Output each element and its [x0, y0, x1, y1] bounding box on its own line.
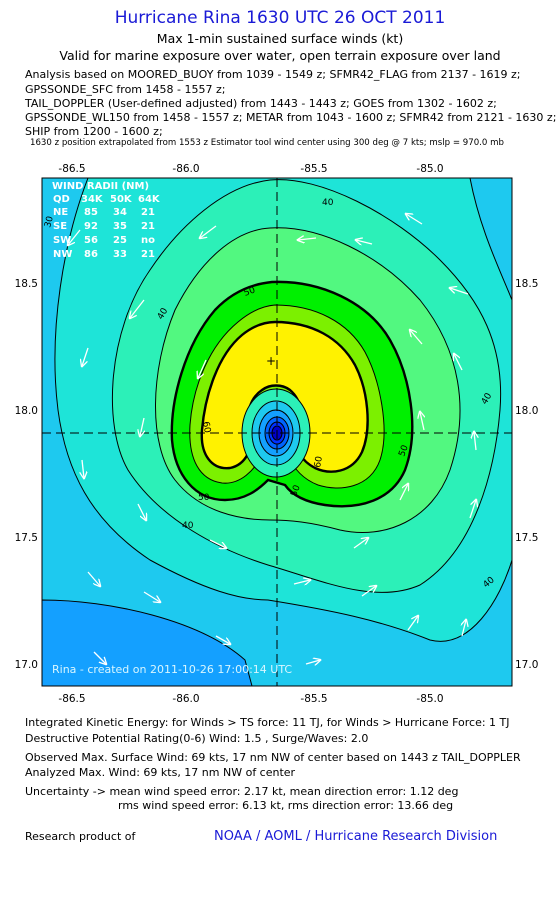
wind-arrow — [293, 580, 310, 584]
wind-arrow — [361, 586, 376, 597]
x-tick-label-top: -85.0 — [416, 163, 443, 175]
wind-arrow — [298, 238, 317, 240]
wind-radii-cell: 56 — [84, 235, 98, 246]
subtitle-winds: Max 1-min sustained surface winds (kt) — [156, 31, 404, 46]
wind-radii-cell: 92 — [84, 221, 98, 232]
wind-radii-cell: 21 — [141, 207, 155, 218]
wind-arrow — [87, 571, 100, 586]
wind-arrow — [474, 432, 476, 451]
wind-arrow — [137, 503, 146, 520]
position-note: 1630 z position extrapolated from 1553 z… — [30, 138, 504, 148]
wind-arrow — [469, 500, 476, 519]
wind-radii-cell: no — [141, 235, 155, 246]
weak-wind-region — [42, 599, 253, 686]
contour-label: 60 — [200, 421, 212, 434]
wind-arrow — [399, 484, 408, 501]
wind-arrow — [353, 538, 368, 549]
wind-radii-cell: 33 — [113, 249, 127, 260]
wind-arrow — [462, 620, 466, 637]
uncertainty-rms-line: rms wind speed error: 6.13 kt, rms direc… — [118, 799, 454, 812]
wind-radii-cell: 21 — [141, 249, 155, 260]
contour-label: 50 — [289, 484, 302, 498]
wind-radii-cell: 86 — [84, 249, 98, 260]
wind-arrow — [198, 359, 207, 378]
subtitle-exposure: Valid for marine exposure over water, op… — [59, 48, 501, 63]
wind-radii-cell: SE — [53, 221, 67, 232]
y-tick-label-left: 17.5 — [15, 532, 38, 544]
wind-arrow — [130, 299, 145, 318]
y-tick-label-left: 18.0 — [15, 405, 38, 417]
x-tick-label-bottom: -85.5 — [300, 693, 327, 705]
analysis-line: TAIL_DOPPLER (User-defined adjusted) fro… — [25, 97, 497, 110]
x-tick-label-bottom: -86.0 — [172, 693, 199, 705]
wind-arrow — [406, 214, 423, 225]
analysis-line: GPSSONDE_WL150 from 1458 - 1557 z; METAR… — [25, 111, 557, 124]
analyzed-max-line: Analyzed Max. Wind: 69 kts, 17 nm NW of … — [25, 766, 296, 779]
contour-label: 40 — [322, 198, 334, 208]
wind-radii-header: WIND RADII (NM) — [52, 181, 149, 192]
contour-label: 30 — [43, 215, 56, 229]
x-tick-label-top: -86.5 — [58, 163, 85, 175]
y-tick-label-right: 18.0 — [515, 405, 538, 417]
observed-max-line: Observed Max. Surface Wind: 69 kts, 17 n… — [25, 751, 521, 764]
wind-radii-col: QD — [53, 194, 70, 205]
ike-line: Integrated Kinetic Energy: for Winds > T… — [25, 716, 510, 729]
wind-arrow — [454, 354, 463, 371]
wind-arrow — [82, 459, 84, 478]
x-tick-label-bottom: -86.5 — [58, 693, 85, 705]
wind-arrow — [450, 288, 469, 295]
analysis-line: GPSSONDE_SFC from 1458 - 1557 z; — [25, 83, 226, 96]
wind-radii-cell: 35 — [113, 221, 127, 232]
wind-radii-col: 64K — [138, 194, 161, 205]
wind-arrow — [68, 229, 81, 245]
wind-radii-cell: 21 — [141, 221, 155, 232]
wind-radii-cell: SW — [53, 235, 71, 246]
analysis-line: SHIP from 1200 - 1600 z; — [25, 125, 163, 138]
y-tick-label-right: 18.5 — [515, 278, 538, 290]
wind-arrow — [140, 417, 144, 436]
y-tick-label-right: 17.0 — [515, 659, 538, 671]
x-tick-label-bottom: -85.0 — [416, 693, 443, 705]
wind-arrow — [200, 225, 217, 238]
y-tick-label-left: 18.5 — [15, 278, 38, 290]
uncertainty-line: Uncertainty -> mean wind speed error: 2.… — [25, 785, 459, 798]
wind-radii-col: 34K — [81, 194, 104, 205]
contour-label: 50 — [198, 493, 210, 503]
contour-label: 50 — [397, 444, 410, 458]
map-frame — [41, 177, 513, 687]
wind-arrow — [420, 412, 424, 431]
page-title: Hurricane Rina 1630 UTC 26 OCT 2011 — [114, 8, 446, 28]
wind-radii-cell: 25 — [113, 235, 127, 246]
wind-radii-cell: NE — [53, 207, 68, 218]
analysis-line: Analysis based on MOORED_BUOY from 1039 … — [25, 68, 521, 81]
dpr-line: Destructive Potential Rating(0-6) Wind: … — [25, 732, 369, 745]
x-tick-label-top: -86.0 — [172, 163, 199, 175]
wind-radii-cell: 85 — [84, 207, 98, 218]
wind-arrow — [209, 539, 226, 548]
wind-arrow — [82, 347, 89, 366]
wind-arrow — [356, 240, 373, 244]
contour-label: 50 — [243, 285, 257, 298]
wind-arrow — [93, 651, 106, 664]
max-wind-marker: + — [266, 354, 276, 368]
wind-radii-cell: 34 — [113, 207, 127, 218]
wind-radii-col: 50K — [110, 194, 133, 205]
wind-arrow — [305, 660, 320, 664]
wind-arrow — [143, 591, 160, 602]
y-tick-label-left: 17.0 — [15, 659, 38, 671]
map-credit: Rina - created on 2011-10-26 17:00:14 UT… — [52, 663, 292, 676]
wind-arrow — [410, 330, 423, 345]
contour-label: 60 — [313, 455, 325, 468]
wind-map: -86.5 -86.0 -85.5 -85.0 -86.5 -86.0 -85.… — [15, 163, 539, 705]
research-label: Research product of — [25, 830, 136, 843]
org-link[interactable]: NOAA / AOML / Hurricane Research Divisio… — [214, 829, 498, 844]
wind-arrow — [407, 616, 418, 631]
y-tick-label-right: 17.5 — [515, 532, 538, 544]
contour-label: 40 — [182, 521, 194, 531]
wind-radii-cell: NW — [53, 249, 72, 260]
wind-arrow — [215, 635, 230, 644]
x-tick-label-top: -85.5 — [300, 163, 327, 175]
